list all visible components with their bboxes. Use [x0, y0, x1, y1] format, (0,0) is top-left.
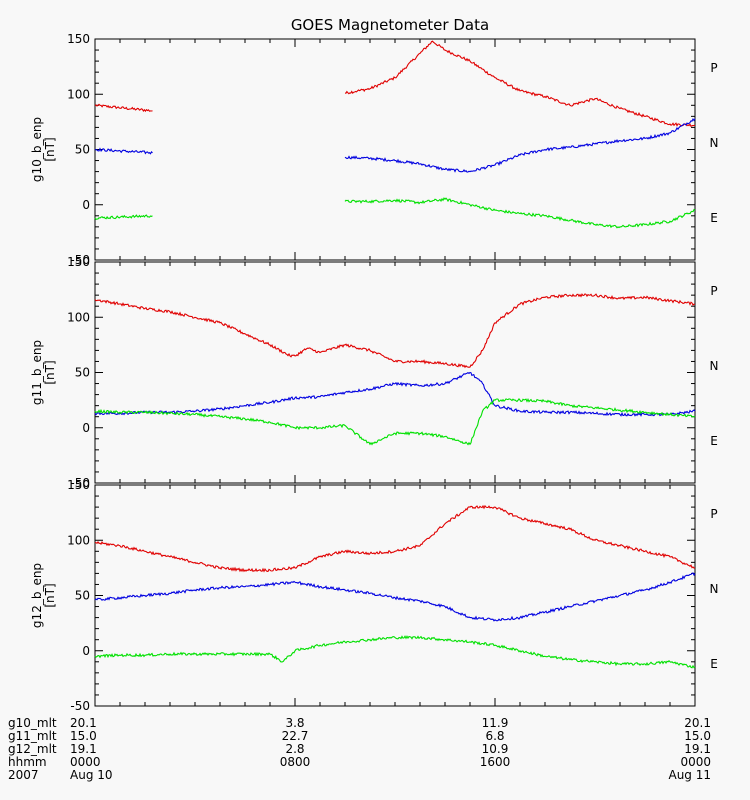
axis-table-row-label: 2007 — [8, 768, 39, 782]
panel-3-ytick-label: 0 — [82, 644, 90, 658]
axis-table-cell: 3.8 — [285, 716, 304, 730]
panel-3-ylabel: g12_b_enp — [30, 563, 44, 628]
panel-3-legend-N: N — [710, 582, 719, 596]
panel-1-series-P — [94, 40, 696, 128]
panel-1-legend-P: P — [710, 61, 717, 75]
panel-1-ytick-label: 100 — [67, 87, 90, 101]
panel-2-ytick-label: 0 — [82, 421, 90, 435]
axis-table-cell: 2.8 — [285, 742, 304, 756]
panel-3-series-N — [94, 572, 696, 622]
panel-2-ytick-label: -50 — [70, 476, 90, 490]
axis-table-cell: 11.9 — [482, 716, 509, 730]
axis-table-cell: 15.0 — [70, 729, 97, 743]
panel-1-ytick-label: 0 — [82, 198, 90, 212]
chart-title: GOES Magnetometer Data — [291, 16, 489, 34]
panel-3-ytick-label: -50 — [70, 699, 90, 713]
axis-table-cell: Aug 10 — [70, 768, 113, 782]
panel-2-legend-P: P — [710, 284, 717, 298]
panel-3-series-E — [94, 635, 696, 669]
axis-table-cell: 1600 — [480, 755, 511, 769]
panel-1-series-N — [94, 118, 696, 173]
panel-3-series-P — [94, 504, 696, 573]
panel-1-legend-E: E — [710, 211, 718, 225]
panel-3-ytick-label: 50 — [75, 589, 90, 603]
panel-2-series-N — [94, 371, 696, 417]
panel-3-frame — [94, 484, 696, 707]
axis-table-cell: 19.1 — [70, 742, 97, 756]
axis-table-cell: 0000 — [680, 755, 711, 769]
axis-table-row-label: g10_mlt — [8, 716, 57, 730]
panel-2-ytick-label: 150 — [67, 255, 90, 269]
panel-1-series-E — [94, 197, 696, 229]
axis-table-cell: Aug 11 — [668, 768, 711, 782]
axis-table-cell: 15.0 — [684, 729, 711, 743]
axis-table-row-label: g11_mlt — [8, 729, 57, 743]
axis-table-row-label: hhmm — [8, 755, 47, 769]
panel-1-ytick-label: 150 — [67, 32, 90, 46]
panel-2-ytick-label: 50 — [75, 366, 90, 380]
axis-table-cell: 20.1 — [684, 716, 711, 730]
panel-1-yunit: [nT] — [43, 137, 57, 161]
panel-3-legend-E: E — [710, 657, 718, 671]
axis-table-row-label: g12_mlt — [8, 742, 57, 756]
panel-2-yunit: [nT] — [43, 360, 57, 384]
panel-3-legend-P: P — [710, 507, 717, 521]
panel-1-ytick-label: -50 — [70, 253, 90, 267]
panel-2-legend-E: E — [710, 434, 718, 448]
panel-2-legend-N: N — [710, 359, 719, 373]
panel-2-ylabel: g11_b_enp — [30, 340, 44, 405]
axis-table-cell: 20.1 — [70, 716, 97, 730]
axis-table-cell: 22.7 — [282, 729, 309, 743]
panel-3-ytick-label: 150 — [67, 478, 90, 492]
panel-3-yunit: [nT] — [43, 583, 57, 607]
panel-2-series-E — [94, 397, 696, 446]
panel-1-ylabel: g10_b_enp — [30, 117, 44, 182]
panel-2-series-P — [94, 293, 696, 369]
axis-table-cell: 0000 — [70, 755, 101, 769]
panel-1-legend-N: N — [710, 136, 719, 150]
panel-1-ytick-label: 50 — [75, 143, 90, 157]
axis-table-cell: 0800 — [280, 755, 311, 769]
axis-table-cell: 19.1 — [684, 742, 711, 756]
axis-table-cell: 6.8 — [485, 729, 504, 743]
axis-table-cell: 10.9 — [482, 742, 509, 756]
panel-2-ytick-label: 100 — [67, 310, 90, 324]
panel-3-ytick-label: 100 — [67, 533, 90, 547]
